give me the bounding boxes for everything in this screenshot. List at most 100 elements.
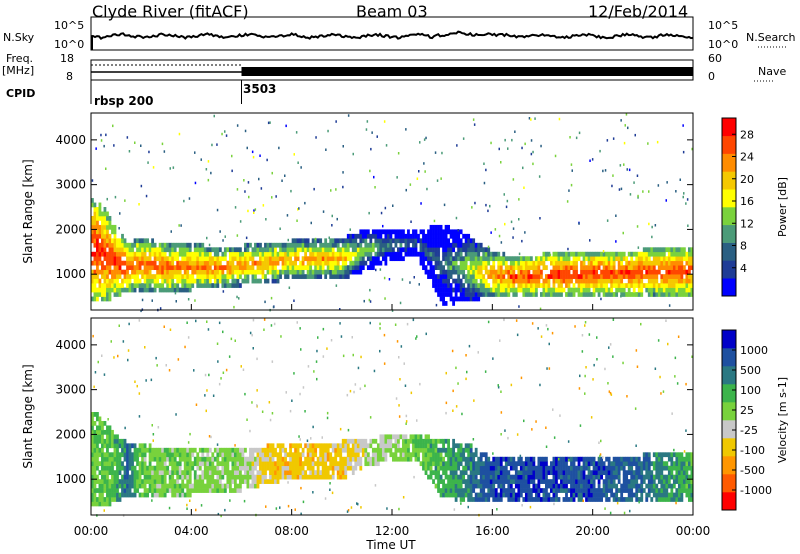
- power-cell: [585, 269, 588, 275]
- velocity-cell: [394, 456, 398, 462]
- velocity-scatter: [452, 409, 454, 412]
- velocity-cell: [545, 461, 548, 467]
- power-cell: [294, 251, 297, 257]
- power-cell: [650, 251, 654, 257]
- velocity-cell: [439, 492, 443, 498]
- velocity-cell: [442, 461, 445, 467]
- velocity-cell: [667, 492, 671, 498]
- power-cell: [474, 287, 478, 293]
- power-cell: [173, 251, 177, 257]
- velocity-cell: [371, 461, 375, 467]
- power-cell: [502, 251, 506, 257]
- power-cell: [299, 242, 302, 248]
- power-cell: [412, 229, 415, 235]
- power-cell: [106, 220, 109, 226]
- power-cell: [572, 287, 576, 293]
- velocity-cell: [236, 483, 240, 489]
- power-scatter: [538, 175, 541, 178]
- velocity-cell: [261, 479, 265, 484]
- power-cell: [499, 278, 503, 284]
- velocity-cell: [522, 483, 526, 489]
- velocity-cell: [299, 452, 302, 458]
- power-cell: [148, 256, 152, 262]
- velocity-cell: [550, 497, 553, 502]
- velocity-cell: [221, 483, 225, 489]
- velocity-cell: [482, 461, 486, 467]
- power-scatter: [259, 154, 261, 157]
- velocity-cell: [389, 434, 393, 440]
- velocity-cell: [660, 465, 664, 471]
- power-cell: [680, 283, 684, 288]
- velocity-scatter: [329, 482, 331, 485]
- power-cell: [457, 229, 461, 235]
- velocity-cell: [98, 501, 102, 507]
- power-cell: [397, 256, 400, 262]
- power-cell: [138, 256, 142, 262]
- velocity-cell: [527, 461, 531, 467]
- velocity-cell: [161, 452, 165, 458]
- power-cell: [166, 269, 170, 275]
- velocity-cell: [517, 470, 521, 476]
- velocity-cell: [244, 456, 247, 462]
- velocity-cell: [379, 447, 383, 453]
- velocity-cell: [545, 479, 548, 484]
- velocity-cell: [316, 443, 320, 449]
- power-cell: [422, 251, 425, 257]
- power-cell: [597, 274, 601, 279]
- velocity-cell: [113, 447, 117, 453]
- velocity-scatter: [324, 497, 327, 500]
- power-cell: [670, 251, 674, 257]
- velocity-cell: [447, 488, 450, 493]
- velocity-cell: [183, 456, 187, 462]
- power-cell: [203, 283, 207, 288]
- power-cell: [138, 269, 142, 275]
- velocity-cell: [585, 492, 588, 498]
- power-cell: [687, 260, 691, 266]
- power-cell: [570, 278, 573, 284]
- velocity-cell: [113, 456, 117, 462]
- power-scatter: [236, 124, 239, 127]
- power-scatter: [554, 154, 557, 158]
- velocity-cell: [91, 456, 94, 462]
- power-cell: [560, 287, 563, 293]
- power-scatter: [679, 178, 681, 181]
- power-scatter: [518, 252, 521, 256]
- velocity-cell: [156, 465, 160, 471]
- velocity-cell: [635, 474, 639, 480]
- power-cell: [442, 292, 445, 297]
- power-cell: [680, 278, 684, 284]
- power-cell: [294, 247, 297, 253]
- velocity-cell: [464, 465, 468, 471]
- velocity-cell: [497, 461, 501, 467]
- power-cell: [439, 265, 443, 271]
- power-cell: [111, 287, 114, 293]
- power-cell: [494, 256, 498, 262]
- power-cell: [660, 265, 664, 271]
- power-cell: [91, 202, 94, 208]
- power-cell: [128, 242, 132, 248]
- velocity-cell: [577, 456, 581, 462]
- power-cell: [201, 265, 205, 271]
- power-cell: [665, 260, 669, 266]
- velocity-cell: [635, 465, 639, 471]
- velocity-cell: [131, 443, 134, 449]
- velocity-scatter: [210, 435, 212, 439]
- velocity-cell: [487, 456, 491, 462]
- velocity-cell: [592, 492, 596, 498]
- velocity-cell: [527, 470, 531, 476]
- power-scatter: [243, 179, 245, 182]
- power-scatter: [399, 301, 402, 305]
- power-cell: [106, 269, 109, 275]
- power-cell: [191, 256, 195, 262]
- velocity-cell: [198, 456, 202, 462]
- power-cell: [592, 278, 596, 284]
- power-cell: [93, 260, 97, 266]
- power-cell: [452, 260, 456, 266]
- beam-title: Beam 03: [356, 2, 428, 21]
- velocity-cell: [532, 461, 536, 467]
- power-cell: [469, 292, 473, 297]
- velocity-cell: [91, 474, 94, 480]
- velocity-cell: [462, 492, 466, 498]
- nave-label: Nave: [758, 65, 787, 78]
- power-cell: [489, 256, 493, 262]
